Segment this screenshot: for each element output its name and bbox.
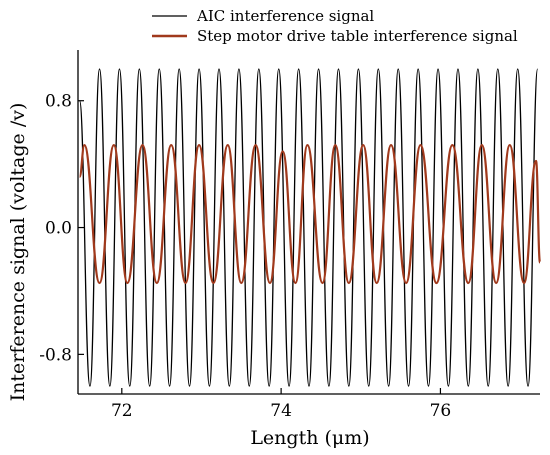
- x-tick-label: 76: [430, 401, 452, 421]
- series-line-aic: [78, 68, 539, 387]
- series-layer: [78, 68, 542, 387]
- series-aic: [78, 68, 539, 387]
- series-line-step-motor: [78, 144, 542, 285]
- x-axis-title: Length (μm): [250, 427, 369, 449]
- y-axis-title: Interference signal (voltage /v): [7, 103, 29, 402]
- legend: AIC interference signal Step motor drive…: [152, 7, 518, 45]
- y-tick-label: -0.8: [39, 345, 72, 365]
- axes: [77, 50, 540, 395]
- x-tick-label: 74: [270, 401, 292, 421]
- legend-label-step-motor: Step motor drive table interference sign…: [197, 27, 518, 45]
- series-step-motor: [78, 144, 542, 285]
- tick-layer: 72 74 76 0.8 0.0 -0.8: [39, 92, 451, 421]
- y-tick-label: 0.8: [45, 92, 72, 112]
- y-tick-label: 0.0: [45, 219, 72, 239]
- x-tick-label: 72: [111, 401, 133, 421]
- legend-label-aic: AIC interference signal: [196, 7, 374, 25]
